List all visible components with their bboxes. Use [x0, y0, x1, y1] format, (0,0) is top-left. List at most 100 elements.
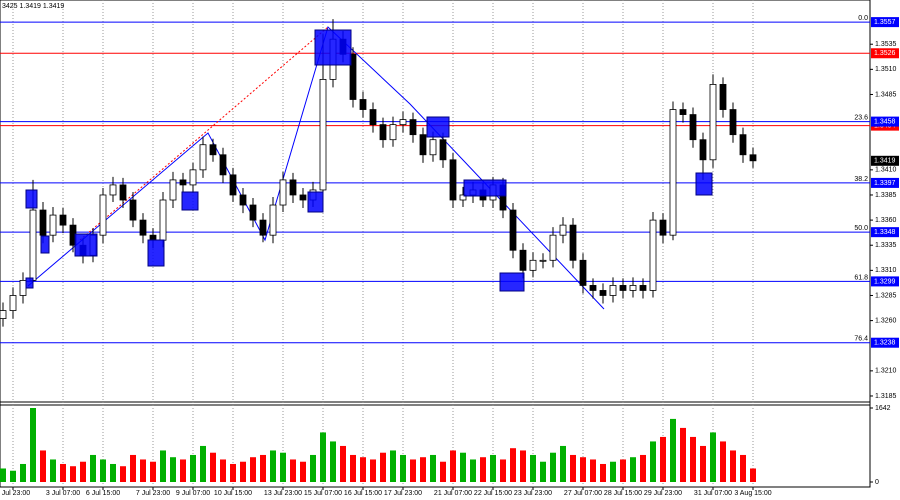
volume-bar: [0, 468, 6, 482]
candle-body: [279, 179, 287, 206]
level-label: 38.2: [854, 176, 868, 183]
candle-body: [119, 184, 127, 201]
candle-body: [389, 124, 397, 141]
x-tick-label: 22 Jul 15:00: [474, 490, 512, 497]
candle-body: [169, 179, 177, 201]
volume-bar: [260, 454, 266, 482]
volume-bar: [170, 457, 176, 482]
y-tick-label: 1.3310: [875, 267, 897, 274]
volume-bar: [40, 450, 46, 482]
price-tag-label: 1.3458: [874, 118, 896, 125]
volume-bar: [580, 457, 586, 482]
volume-bar: [240, 461, 246, 482]
candle-body: [189, 169, 197, 186]
volume-bar: [190, 454, 196, 482]
volume-bar: [700, 445, 706, 482]
candle-body: [729, 109, 737, 136]
volume-bar: [600, 463, 606, 482]
marker-box: [25, 189, 38, 209]
candle-body: [199, 144, 207, 171]
marker-box: [74, 233, 98, 257]
candle-body: [639, 285, 647, 291]
candle-body: [299, 194, 307, 201]
candle-body: [579, 259, 587, 286]
volume-bar: [10, 470, 16, 482]
volume-bar: [610, 461, 616, 482]
level-label: 0.0: [858, 15, 868, 22]
candle-body: [659, 219, 667, 236]
x-tick-label: 28 Jul 15:00: [604, 490, 642, 497]
price-tag-label: 1.3557: [874, 19, 896, 26]
volume-bar: [690, 436, 696, 482]
volume-bar: [740, 454, 746, 482]
candle-body: [269, 204, 277, 236]
candle-body: [369, 109, 377, 126]
chart-title: 3425 1.3419 1.3419: [2, 3, 64, 10]
volume-bar: [520, 450, 526, 482]
volume-bar: [220, 459, 226, 482]
level-label: 61.8: [854, 274, 868, 281]
y-tick-label: 1.3535: [875, 41, 897, 48]
x-tick-label: 6 Jul 15:00: [86, 490, 120, 497]
volume-bar: [100, 459, 106, 482]
candle-body: [509, 209, 517, 251]
candle-body: [629, 285, 637, 291]
volume-bar: [410, 459, 416, 482]
candle-body: [359, 99, 367, 110]
x-tick-label: 31 Jul 07:00: [694, 490, 732, 497]
volume-bar: [250, 457, 256, 482]
volume-bar: [210, 452, 216, 482]
price-tag-label: 1.3397: [874, 180, 896, 187]
y-tick-label: 1.3360: [875, 217, 897, 224]
volume-bar: [320, 432, 326, 482]
volume-bar: [490, 454, 496, 482]
price-tag: [871, 17, 899, 28]
volume-bar: [290, 459, 296, 482]
candle-body: [59, 214, 67, 226]
candle-body: [749, 154, 757, 162]
marker-box: [25, 277, 34, 289]
volume-bar: [750, 468, 756, 482]
x-tick-label: 3 Jul 07:00: [46, 490, 80, 497]
volume-bar: [200, 445, 206, 482]
candle-body: [19, 280, 27, 296]
volume-bar: [470, 459, 476, 482]
y-tick-label: 1.3510: [875, 66, 897, 73]
candle-body: [519, 249, 527, 271]
candle-body: [229, 174, 237, 196]
volume-bar: [310, 454, 316, 482]
volume-bar: [30, 408, 36, 482]
volume-bar: [270, 450, 276, 482]
candle-body: [319, 78, 327, 191]
candle-body: [129, 199, 137, 221]
volume-bar: [590, 459, 596, 482]
volume-bar: [560, 445, 566, 482]
volume-bar: [400, 454, 406, 482]
candle-body: [399, 119, 407, 126]
marker-box: [314, 29, 352, 66]
x-tick-label: 21 Jul 07:00: [434, 490, 472, 497]
marker-box: [181, 191, 199, 211]
marker-boxes: [25, 29, 713, 292]
candle-body: [29, 209, 37, 281]
volume-bar: [90, 454, 96, 482]
candle-body: [419, 134, 427, 156]
candle-body: [619, 285, 627, 291]
volume-bar: [140, 459, 146, 482]
volume-bar: [80, 461, 86, 482]
y-tick-label: 1.3485: [875, 91, 897, 98]
volume-bar: [510, 448, 516, 482]
volume-bar: [70, 466, 76, 482]
level-label: 50.0: [854, 225, 868, 232]
price-tag-label: 1.3299: [874, 278, 896, 285]
volume-tick-label: 1642: [875, 405, 891, 412]
volume-bar: [450, 450, 456, 482]
candles: [0, 19, 757, 482]
level-label: 23.6: [854, 114, 868, 121]
candle-body: [349, 53, 357, 100]
y-tick-label: 1.3410: [875, 167, 897, 174]
candle-body: [239, 194, 247, 206]
price-tag-label: 1.3348: [874, 229, 896, 236]
price-tag: [871, 116, 899, 127]
